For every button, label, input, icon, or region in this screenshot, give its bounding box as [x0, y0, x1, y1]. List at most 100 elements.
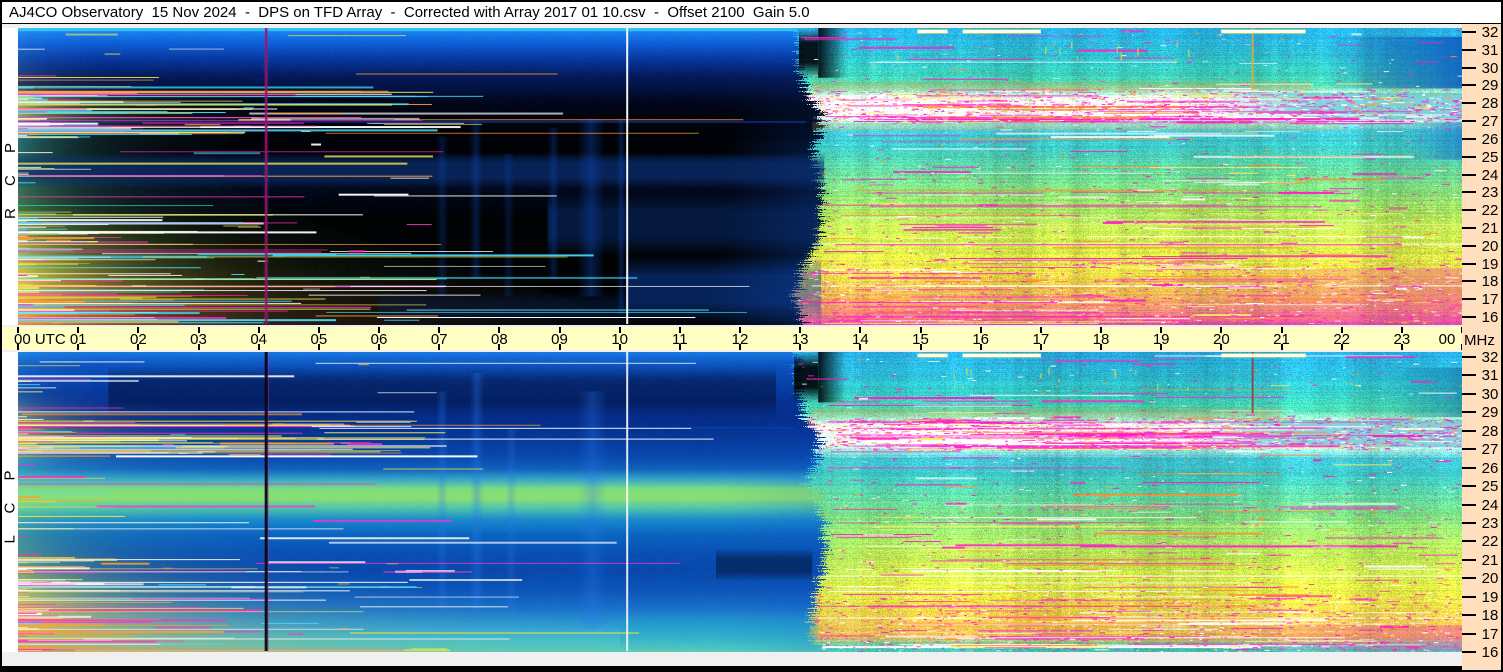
hour-label: 03	[190, 331, 207, 348]
title-bar: AJ4CO Observatory 15 Nov 2024 - DPS on T…	[2, 2, 1501, 23]
freq-label: 27	[1481, 441, 1499, 459]
hour-label: 15	[912, 331, 929, 348]
time-tick	[17, 344, 19, 350]
time-tick	[438, 344, 441, 350]
hour-label-utc: 00 UTC	[14, 331, 66, 348]
hour-label: 18	[1092, 331, 1110, 348]
freq-tick	[1462, 577, 1476, 580]
time-tick	[378, 327, 380, 333]
freq-label: 25	[1481, 148, 1499, 166]
hour-label-right: 00	[1438, 331, 1456, 348]
time-tick	[618, 344, 621, 350]
time-tick	[1400, 344, 1403, 350]
freq-tick	[1462, 191, 1476, 194]
freq-tick	[1462, 503, 1476, 506]
freq-label: 23	[1481, 514, 1499, 532]
freq-tick	[1462, 466, 1476, 469]
time-tick	[317, 344, 320, 350]
freq-tick	[1462, 31, 1476, 33]
freq-label: 19	[1481, 255, 1499, 273]
time-tick	[558, 327, 561, 333]
time-tick	[919, 344, 922, 350]
freq-label: 30	[1481, 385, 1499, 403]
freq-label: 32	[1481, 349, 1499, 366]
freq-tick	[1462, 102, 1476, 105]
time-tick	[739, 344, 741, 350]
freq-tick	[1462, 155, 1476, 158]
time-tick	[1039, 344, 1042, 350]
time-tick	[739, 327, 741, 333]
freq-tick	[1462, 120, 1476, 123]
freq-tick	[1462, 66, 1476, 69]
freq-label: 32	[1481, 24, 1499, 41]
freq-tick	[1462, 429, 1476, 432]
hour-label: 16	[972, 331, 989, 348]
time-tick	[1039, 327, 1042, 333]
freq-label: 30	[1481, 59, 1499, 77]
time-tick	[1400, 327, 1403, 333]
freq-label: 28	[1481, 95, 1499, 113]
freq-tick	[1462, 356, 1476, 358]
freq-tick	[1462, 540, 1476, 543]
freq-tick	[1462, 262, 1476, 265]
time-tick	[1280, 344, 1283, 350]
time-tick	[1160, 344, 1163, 350]
hour-label: 08	[490, 331, 508, 348]
hour-label: 07	[430, 331, 448, 348]
hour-label: 06	[370, 331, 388, 348]
lcp-panel-label: L C P	[2, 352, 19, 652]
freq-label: 25	[1481, 478, 1499, 496]
freq-label: 26	[1481, 459, 1499, 477]
time-tick	[558, 344, 561, 350]
time-tick	[197, 344, 200, 350]
hour-label: 13	[791, 331, 809, 348]
time-tick	[979, 327, 982, 333]
hour-label: 22	[1333, 331, 1350, 348]
time-tick	[77, 327, 80, 333]
time-tick	[1100, 344, 1102, 350]
mhz-unit-label: MHz	[1464, 332, 1495, 349]
time-tick	[17, 327, 19, 333]
freq-tick	[1462, 595, 1476, 598]
freq-label: 17	[1481, 625, 1499, 643]
freq-tick	[1462, 137, 1476, 140]
freq-label: 23	[1481, 184, 1499, 202]
freq-tick	[1462, 411, 1476, 414]
freq-tick	[1462, 173, 1476, 176]
freq-label: 27	[1481, 113, 1499, 131]
time-tick	[1340, 327, 1343, 333]
time-tick	[498, 344, 501, 350]
time-tick	[678, 344, 681, 350]
freq-label: 21	[1481, 219, 1499, 237]
freq-tick	[1462, 558, 1476, 561]
time-tick	[799, 327, 802, 333]
time-tick	[1220, 327, 1223, 333]
time-tick	[1220, 344, 1223, 350]
time-tick	[257, 344, 260, 350]
hour-label: 14	[851, 331, 869, 348]
time-tick	[257, 327, 260, 333]
time-tick	[498, 327, 501, 333]
freq-label: 18	[1481, 273, 1499, 291]
freq-label: 26	[1481, 130, 1499, 148]
freq-tick	[1462, 48, 1476, 51]
time-tick	[618, 327, 621, 333]
time-tick	[979, 344, 982, 350]
time-tick	[77, 344, 80, 350]
freq-label: 31	[1481, 367, 1499, 385]
freq-tick	[1462, 521, 1476, 524]
time-tick	[137, 344, 140, 350]
time-tick	[859, 344, 862, 350]
time-tick	[1100, 327, 1102, 333]
hour-label: 23	[1393, 331, 1411, 348]
rcp-panel-label: R C P	[2, 28, 19, 325]
freq-label: 20	[1481, 237, 1499, 255]
time-tick	[1340, 344, 1343, 350]
title-divider	[2, 23, 1501, 24]
hour-label: 20	[1212, 331, 1230, 348]
hour-label: 05	[310, 331, 328, 348]
freq-tick	[1462, 632, 1476, 635]
freq-tick	[1462, 392, 1476, 395]
hour-label: 19	[1152, 331, 1170, 348]
